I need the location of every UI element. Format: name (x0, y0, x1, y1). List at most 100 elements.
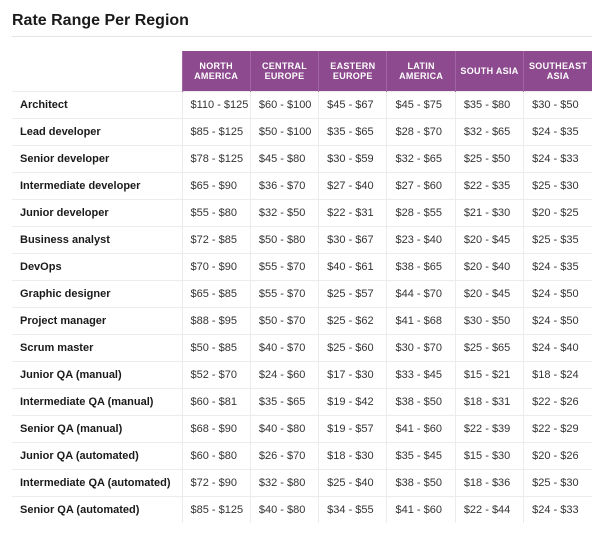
role-cell: Senior developer (12, 146, 182, 173)
rate-cell: $19 - $57 (319, 416, 387, 443)
rate-cell: $44 - $70 (387, 281, 455, 308)
rate-cell: $32 - $50 (250, 200, 318, 227)
role-cell: DevOps (12, 254, 182, 281)
rate-cell: $50 - $85 (182, 335, 250, 362)
rate-cell: $24 - $35 (524, 254, 592, 281)
header-region: EASTERN EUROPE (319, 51, 387, 92)
rate-cell: $72 - $90 (182, 470, 250, 497)
rate-cell: $25 - $50 (455, 146, 523, 173)
rate-cell: $21 - $30 (455, 200, 523, 227)
rate-cell: $24 - $33 (524, 497, 592, 524)
rate-cell: $24 - $40 (524, 335, 592, 362)
rate-cell: $20 - $25 (524, 200, 592, 227)
rate-cell: $24 - $33 (524, 146, 592, 173)
header-region: CENTRAL EUROPE (250, 51, 318, 92)
table-row: Intermediate QA (manual)$60 - $81$35 - $… (12, 389, 592, 416)
rate-cell: $50 - $100 (250, 119, 318, 146)
rate-cell: $20 - $26 (524, 443, 592, 470)
rate-cell: $65 - $90 (182, 173, 250, 200)
rate-cell: $85 - $125 (182, 119, 250, 146)
table-row: DevOps$70 - $90$55 - $70$40 - $61$38 - $… (12, 254, 592, 281)
rate-cell: $18 - $30 (319, 443, 387, 470)
role-cell: Project manager (12, 308, 182, 335)
rate-cell: $40 - $80 (250, 416, 318, 443)
rate-cell: $24 - $60 (250, 362, 318, 389)
rate-cell: $24 - $35 (524, 119, 592, 146)
rate-cell: $38 - $50 (387, 389, 455, 416)
rate-cell: $20 - $45 (455, 227, 523, 254)
role-cell: Intermediate QA (manual) (12, 389, 182, 416)
rate-cell: $22 - $44 (455, 497, 523, 524)
rate-cell: $18 - $24 (524, 362, 592, 389)
table-row: Graphic designer$65 - $85$55 - $70$25 - … (12, 281, 592, 308)
rate-cell: $27 - $60 (387, 173, 455, 200)
rate-cell: $41 - $68 (387, 308, 455, 335)
page-title: Rate Range Per Region (12, 12, 592, 37)
rate-cell: $23 - $40 (387, 227, 455, 254)
rate-cell: $25 - $30 (524, 173, 592, 200)
table-row: Project manager$88 - $95$50 - $70$25 - $… (12, 308, 592, 335)
role-cell: Architect (12, 92, 182, 119)
rate-cell: $30 - $50 (524, 92, 592, 119)
rate-cell: $38 - $65 (387, 254, 455, 281)
rate-cell: $50 - $70 (250, 308, 318, 335)
role-cell: Lead developer (12, 119, 182, 146)
header-region: NORTH AMERICA (182, 51, 250, 92)
role-cell: Senior QA (automated) (12, 497, 182, 524)
rate-cell: $68 - $90 (182, 416, 250, 443)
rate-cell: $24 - $50 (524, 281, 592, 308)
rate-cell: $55 - $70 (250, 281, 318, 308)
rate-cell: $15 - $30 (455, 443, 523, 470)
rate-cell: $20 - $45 (455, 281, 523, 308)
rate-cell: $17 - $30 (319, 362, 387, 389)
header-region: SOUTHEAST ASIA (524, 51, 592, 92)
rate-cell: $34 - $55 (319, 497, 387, 524)
header-region: LATIN AMERICA (387, 51, 455, 92)
rate-cell: $22 - $26 (524, 389, 592, 416)
role-cell: Graphic designer (12, 281, 182, 308)
rate-cell: $25 - $40 (319, 470, 387, 497)
rate-cell: $45 - $67 (319, 92, 387, 119)
rate-cell: $35 - $65 (319, 119, 387, 146)
role-cell: Intermediate developer (12, 173, 182, 200)
rate-cell: $32 - $65 (455, 119, 523, 146)
role-cell: Junior developer (12, 200, 182, 227)
rate-cell: $15 - $21 (455, 362, 523, 389)
rate-cell: $18 - $36 (455, 470, 523, 497)
rate-cell: $60 - $81 (182, 389, 250, 416)
rate-cell: $40 - $70 (250, 335, 318, 362)
role-cell: Intermediate QA (automated) (12, 470, 182, 497)
rate-cell: $88 - $95 (182, 308, 250, 335)
rate-cell: $20 - $40 (455, 254, 523, 281)
rate-cell: $41 - $60 (387, 416, 455, 443)
role-cell: Senior QA (manual) (12, 416, 182, 443)
rate-cell: $25 - $30 (524, 470, 592, 497)
rate-cell: $25 - $57 (319, 281, 387, 308)
rate-cell: $32 - $65 (387, 146, 455, 173)
role-cell: Scrum master (12, 335, 182, 362)
rate-cell: $25 - $35 (524, 227, 592, 254)
rate-cell: $24 - $50 (524, 308, 592, 335)
rate-cell: $52 - $70 (182, 362, 250, 389)
rate-cell: $35 - $80 (455, 92, 523, 119)
rate-cell: $30 - $70 (387, 335, 455, 362)
rate-cell: $38 - $50 (387, 470, 455, 497)
rate-cell: $28 - $55 (387, 200, 455, 227)
rate-cell: $35 - $45 (387, 443, 455, 470)
rate-cell: $19 - $42 (319, 389, 387, 416)
rate-table: NORTH AMERICA CENTRAL EUROPE EASTERN EUR… (12, 51, 592, 523)
rate-cell: $41 - $60 (387, 497, 455, 524)
rate-cell: $55 - $80 (182, 200, 250, 227)
role-cell: Junior QA (automated) (12, 443, 182, 470)
role-cell: Junior QA (manual) (12, 362, 182, 389)
header-region: SOUTH ASIA (455, 51, 523, 92)
rate-cell: $18 - $31 (455, 389, 523, 416)
rate-cell: $25 - $60 (319, 335, 387, 362)
rate-cell: $25 - $62 (319, 308, 387, 335)
table-row: Intermediate developer$65 - $90$36 - $70… (12, 173, 592, 200)
rate-cell: $26 - $70 (250, 443, 318, 470)
rate-cell: $22 - $29 (524, 416, 592, 443)
rate-cell: $72 - $85 (182, 227, 250, 254)
rate-cell: $28 - $70 (387, 119, 455, 146)
rate-cell: $70 - $90 (182, 254, 250, 281)
